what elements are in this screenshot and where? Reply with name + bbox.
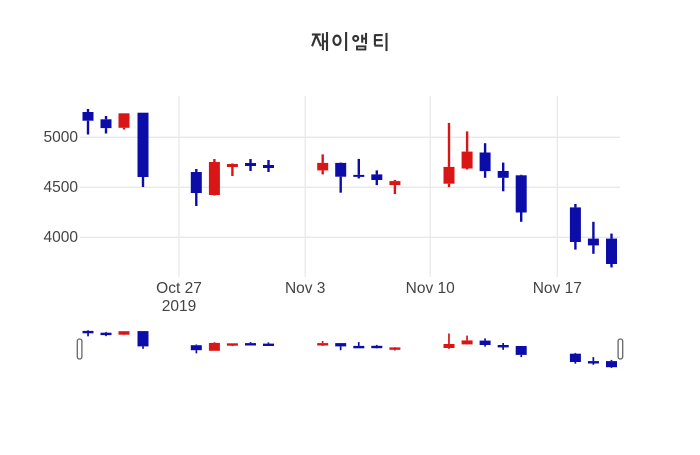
- svg-text:Nov 10: Nov 10: [406, 280, 455, 297]
- svg-text:5000: 5000: [44, 129, 79, 146]
- svg-text:2019: 2019: [162, 298, 196, 315]
- svg-text:Nov 17: Nov 17: [533, 280, 582, 297]
- svg-text:4000: 4000: [44, 229, 79, 246]
- svg-text:Oct 27: Oct 27: [156, 280, 202, 297]
- svg-text:Nov 3: Nov 3: [285, 280, 326, 297]
- svg-text:4500: 4500: [44, 179, 79, 196]
